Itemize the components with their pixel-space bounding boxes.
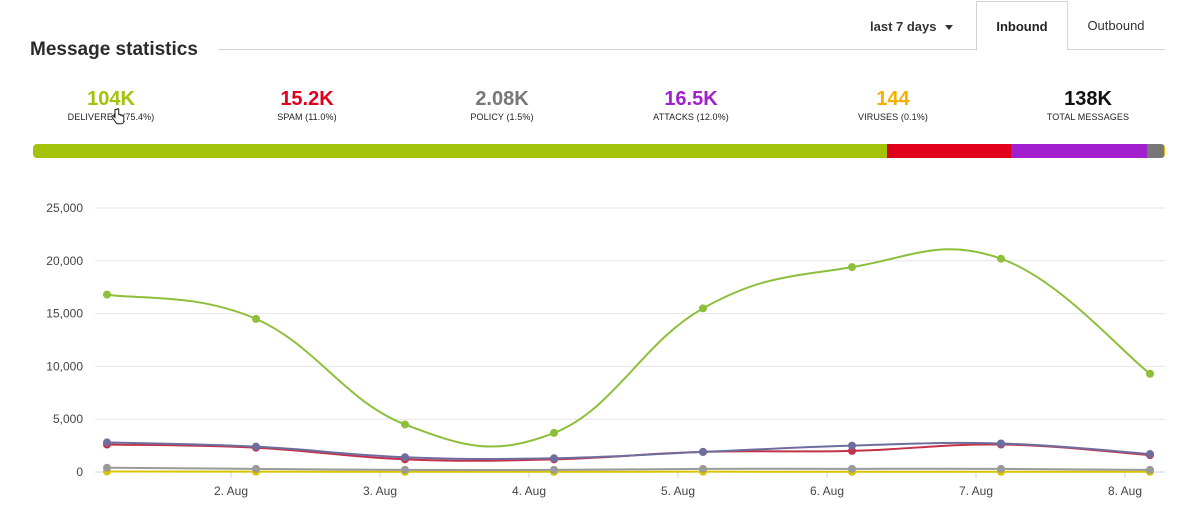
- data-point-policy: [699, 464, 707, 473]
- message-line-chart: 0 5,000 10,000 15,000 20,000 25,000 2. Aug 3. …: [46, 201, 1165, 498]
- stat-delivered[interactable]: 104K DELIVERED (75.4%): [31, 88, 191, 122]
- data-point-delivered: [997, 254, 1005, 263]
- data-point-policy: [1146, 465, 1154, 474]
- x-tick-label: 3. Aug: [363, 484, 397, 498]
- date-range-dropdown[interactable]: last 7 days: [870, 19, 953, 34]
- data-point-attacks: [103, 438, 111, 447]
- bar-segment-viruses: [1163, 144, 1165, 158]
- data-point-delivered: [1146, 369, 1154, 378]
- x-tick-label: 4. Aug: [512, 484, 546, 498]
- stat-spam-label: SPAM (11.0%): [277, 112, 337, 122]
- data-point-delivered: [252, 314, 260, 323]
- hand-cursor-icon: [111, 108, 125, 125]
- stat-delivered-label: DELIVERED (75.4%): [67, 112, 155, 122]
- stat-total-label: TOTAL MESSAGES: [1046, 112, 1130, 122]
- stat-delivered-value: 104K: [87, 88, 135, 110]
- stat-spam-value: 15.2K: [280, 88, 334, 110]
- data-point-policy: [401, 465, 409, 474]
- stat-viruses[interactable]: 144 VIRUSES (0.1%): [813, 88, 973, 122]
- x-tick-label: 6. Aug: [810, 484, 844, 498]
- page-title: Message statistics: [30, 39, 198, 60]
- series-line-attacks: [106, 441, 1151, 461]
- x-tick-label: 5. Aug: [661, 484, 695, 498]
- date-range-label: last 7 days: [870, 19, 937, 34]
- data-point-policy: [848, 464, 856, 473]
- series-line-policy: [106, 466, 1151, 472]
- stat-attacks-value: 16.5K: [664, 88, 718, 110]
- data-point-attacks: [401, 453, 409, 462]
- y-tick-label: 20,000: [46, 254, 83, 268]
- data-point-delivered: [401, 420, 409, 429]
- data-point-attacks: [252, 442, 260, 451]
- data-point-delivered: [699, 304, 707, 313]
- tab-inbound[interactable]: Inbound: [976, 1, 1068, 50]
- data-point-delivered: [103, 290, 111, 299]
- y-tick-label: 5,000: [53, 412, 83, 426]
- data-point-delivered: [848, 263, 856, 272]
- y-tick-label: 25,000: [46, 201, 83, 215]
- data-point-attacks: [550, 454, 558, 463]
- stat-policy-value: 2.08K: [475, 88, 529, 110]
- x-tick-label: 7. Aug: [959, 484, 993, 498]
- title-divider: [218, 49, 976, 50]
- data-point-policy: [252, 464, 260, 473]
- data-point-attacks: [997, 439, 1005, 448]
- series-line-delivered: [106, 248, 1151, 448]
- y-tick-label: 15,000: [46, 307, 83, 321]
- stat-viruses-value: 144: [876, 88, 910, 110]
- data-point-attacks: [1146, 450, 1154, 459]
- bar-segment-policy: [1146, 144, 1164, 158]
- x-tick-label: 2. Aug: [214, 484, 248, 498]
- y-tick-label: 10,000: [46, 359, 83, 373]
- stat-attacks[interactable]: 16.5K ATTACKS (12.0%): [611, 88, 771, 122]
- x-tick-label: 8. Aug: [1108, 484, 1142, 498]
- stat-policy-label: POLICY (1.5%): [470, 112, 534, 122]
- data-point-delivered: [550, 428, 558, 437]
- stat-policy[interactable]: 2.08K POLICY (1.5%): [422, 88, 582, 122]
- stat-total-value: 138K: [1064, 88, 1112, 110]
- bar-segment-spam: [886, 144, 1012, 158]
- distribution-bar: [33, 144, 1165, 158]
- data-point-policy: [103, 463, 111, 472]
- stat-total: 138K TOTAL MESSAGES: [1008, 88, 1168, 122]
- tab-outbound[interactable]: Outbound: [1067, 1, 1165, 50]
- stat-spam[interactable]: 15.2K SPAM (11.0%): [227, 88, 387, 122]
- chevron-down-icon: [944, 25, 953, 31]
- stat-attacks-label: ATTACKS (12.0%): [653, 112, 729, 122]
- bar-segment-attacks: [1011, 144, 1147, 158]
- data-point-policy: [550, 465, 558, 474]
- stat-viruses-label: VIRUSES (0.1%): [858, 112, 928, 122]
- data-point-policy: [997, 464, 1005, 473]
- y-tick-label: 0: [76, 465, 83, 479]
- bar-segment-delivered: [33, 144, 887, 158]
- data-point-attacks: [848, 441, 856, 450]
- data-point-attacks: [699, 447, 707, 456]
